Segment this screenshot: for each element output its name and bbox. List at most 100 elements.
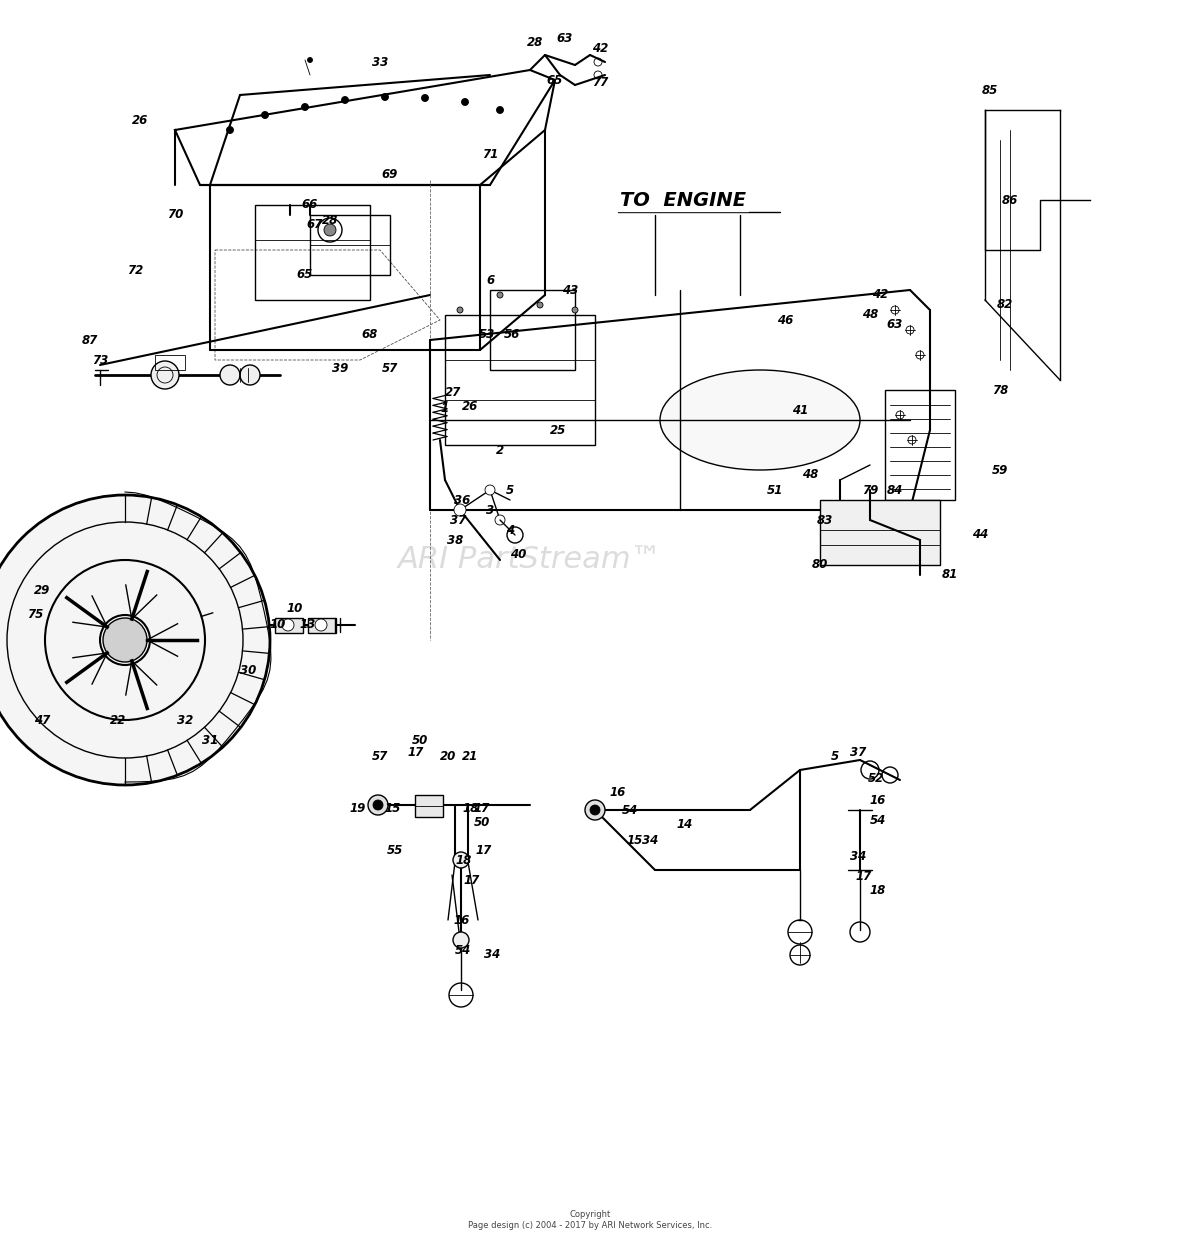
Bar [308, 617, 336, 633]
Text: 65: 65 [546, 73, 563, 87]
Text: 6: 6 [486, 273, 494, 286]
Text: TO  ENGINE: TO ENGINE [620, 190, 746, 209]
Circle shape [302, 103, 308, 111]
Text: 44: 44 [972, 528, 988, 542]
Text: 27: 27 [445, 387, 461, 399]
Text: 43: 43 [562, 284, 578, 296]
Text: 85: 85 [982, 83, 998, 97]
Text: 68: 68 [362, 329, 378, 341]
Circle shape [497, 107, 504, 113]
Circle shape [572, 307, 578, 312]
Circle shape [262, 111, 269, 118]
Text: 71: 71 [481, 149, 498, 161]
Text: 5: 5 [506, 484, 514, 496]
Text: 46: 46 [776, 314, 793, 326]
Text: 50: 50 [474, 815, 490, 829]
Text: 78: 78 [992, 383, 1008, 397]
Text: 17: 17 [464, 873, 480, 887]
Text: 66: 66 [302, 199, 319, 212]
Text: 42: 42 [872, 289, 889, 301]
Text: 37: 37 [450, 514, 466, 527]
Circle shape [421, 94, 428, 102]
Text: 25: 25 [550, 423, 566, 436]
Circle shape [227, 126, 234, 134]
Circle shape [453, 932, 468, 948]
Circle shape [494, 515, 505, 525]
Text: 17: 17 [408, 746, 424, 759]
Circle shape [453, 852, 468, 868]
Text: 79: 79 [861, 484, 878, 496]
Circle shape [368, 795, 388, 815]
Text: 18: 18 [870, 883, 886, 897]
Text: 63: 63 [887, 319, 903, 331]
Circle shape [151, 362, 179, 389]
Bar [275, 617, 303, 633]
Bar [820, 500, 940, 564]
Circle shape [219, 365, 240, 386]
Text: 41: 41 [792, 403, 808, 417]
Text: 39: 39 [332, 362, 348, 374]
Circle shape [341, 97, 348, 103]
Text: 17: 17 [474, 801, 490, 814]
Text: 4: 4 [506, 523, 514, 537]
Text: 38: 38 [447, 533, 463, 547]
Circle shape [381, 93, 388, 101]
Text: 28: 28 [322, 213, 339, 227]
Text: 20: 20 [440, 751, 457, 764]
Text: 10: 10 [287, 601, 303, 615]
Text: 54: 54 [454, 944, 471, 956]
Text: 81: 81 [942, 568, 958, 582]
Text: 75: 75 [27, 609, 44, 621]
Text: 34: 34 [642, 834, 658, 847]
Circle shape [373, 800, 384, 810]
Text: 18: 18 [455, 853, 472, 867]
Text: 22: 22 [110, 713, 126, 727]
Text: 52: 52 [867, 771, 884, 785]
Text: 1: 1 [441, 402, 450, 415]
Text: 40: 40 [510, 548, 526, 562]
Text: 84: 84 [887, 484, 903, 496]
Text: 63: 63 [557, 32, 573, 44]
Text: 19: 19 [350, 801, 366, 814]
Text: 50: 50 [412, 733, 428, 746]
Text: 26: 26 [461, 401, 478, 413]
Text: 55: 55 [387, 843, 404, 857]
Text: 83: 83 [817, 514, 833, 527]
Text: 10: 10 [270, 619, 286, 631]
Text: 18: 18 [463, 801, 479, 814]
Text: 3: 3 [486, 504, 494, 517]
Text: 32: 32 [177, 713, 194, 727]
Text: 86: 86 [1002, 194, 1018, 207]
Text: 37: 37 [850, 746, 866, 759]
Text: 15: 15 [627, 834, 643, 847]
Text: 34: 34 [850, 849, 866, 863]
Text: 17: 17 [856, 869, 872, 882]
Text: 67: 67 [307, 218, 323, 232]
Text: 48: 48 [802, 469, 818, 481]
Circle shape [457, 307, 463, 312]
Circle shape [590, 805, 599, 815]
Circle shape [240, 365, 260, 386]
Text: 42: 42 [592, 42, 608, 54]
Text: 33: 33 [372, 57, 388, 69]
Text: 26: 26 [132, 113, 149, 126]
Text: 30: 30 [240, 664, 256, 677]
Text: ARI PartStream™: ARI PartStream™ [398, 546, 662, 575]
Text: 36: 36 [454, 494, 470, 507]
Text: 54: 54 [870, 814, 886, 827]
Bar [155, 355, 185, 370]
Bar [415, 795, 442, 816]
Text: 17: 17 [476, 843, 492, 857]
Text: 2: 2 [496, 444, 504, 456]
Text: 69: 69 [382, 169, 398, 181]
Text: 47: 47 [34, 713, 50, 727]
Text: 59: 59 [992, 464, 1008, 476]
Text: 80: 80 [812, 558, 828, 572]
Circle shape [585, 800, 605, 820]
Text: 82: 82 [997, 299, 1014, 311]
Circle shape [485, 485, 494, 495]
Text: 5: 5 [831, 751, 839, 764]
Text: 54: 54 [622, 804, 638, 816]
Circle shape [497, 292, 503, 299]
Ellipse shape [660, 370, 860, 470]
